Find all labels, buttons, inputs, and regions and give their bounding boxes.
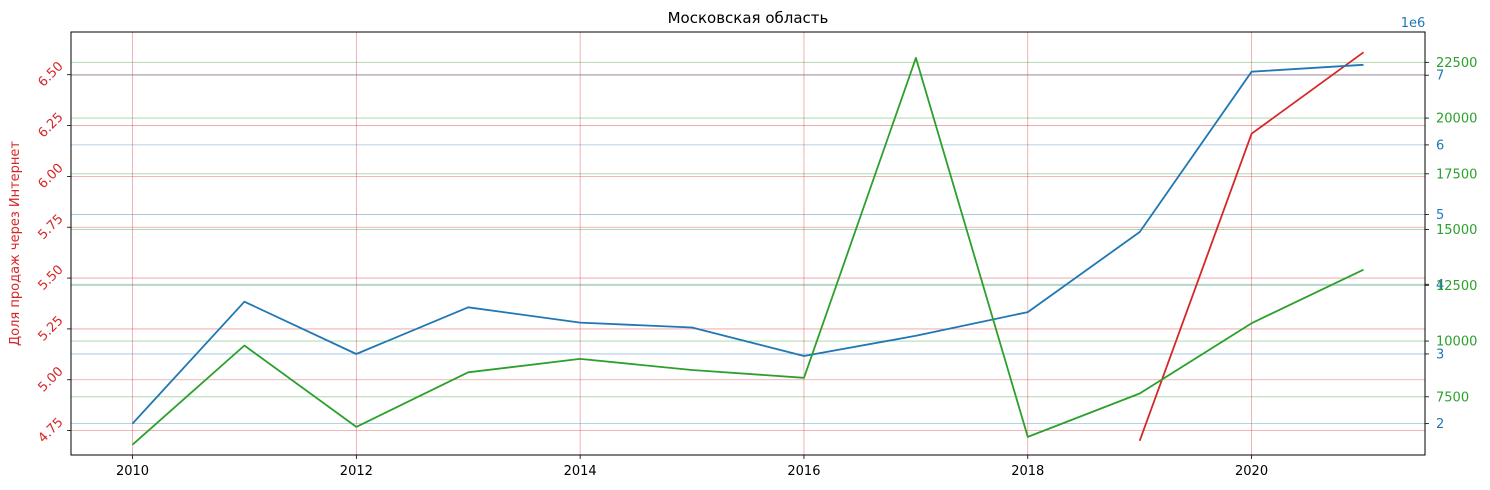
right-inner-tick-label: 15000 xyxy=(1436,223,1477,238)
left-y-tick-label: 5.25 xyxy=(35,313,66,344)
right-axis-offset-label: 1e6 xyxy=(1401,16,1426,31)
series-layer xyxy=(131,51,1365,446)
right-outer-tick-label: 2 xyxy=(1436,417,1444,432)
right-outer-tick-label: 3 xyxy=(1436,347,1444,362)
series-line-right_inner xyxy=(131,57,1364,446)
left-y-tick-label: 6.50 xyxy=(35,59,66,90)
right-outer-tick-label: 6 xyxy=(1436,138,1444,153)
plot-frame xyxy=(70,31,1426,456)
left-y-tick-label: 6.25 xyxy=(35,110,66,141)
left-axis-label: Доля продаж через Интернет xyxy=(8,141,23,346)
x-tick-label: 2018 xyxy=(1011,464,1044,479)
right-outer-tick-label: 4 xyxy=(1436,278,1444,293)
right-inner-tick-label: 20000 xyxy=(1436,112,1477,127)
right-inner-tick-label: 17500 xyxy=(1436,167,1477,182)
right-inner-tick-label: 22500 xyxy=(1436,56,1477,71)
axis-layer: 2010 2012 2014 2016 2018 2020 4.75 5.00 5.25 5.50… xyxy=(35,56,1477,479)
left-y-tick-label: 5.50 xyxy=(35,263,66,294)
x-tick-label: 2012 xyxy=(340,464,373,479)
left-y-tick-label: 5.00 xyxy=(35,364,66,395)
chart-title: Московская область xyxy=(668,9,829,27)
grid-layer xyxy=(71,32,1425,455)
right-outer-tick-label: 5 xyxy=(1436,208,1444,223)
left-y-tick-label: 4.75 xyxy=(35,415,66,446)
x-tick-label: 2010 xyxy=(116,464,149,479)
x-tick-label: 2020 xyxy=(1235,464,1268,479)
right-inner-tick-label: 10000 xyxy=(1436,335,1477,350)
x-tick-label: 2016 xyxy=(787,464,820,479)
left-y-tick-label: 5.75 xyxy=(35,212,66,243)
right-inner-tick-label: 12500 xyxy=(1436,279,1477,294)
right-outer-tick-label: 7 xyxy=(1436,69,1444,84)
left-y-tick-label: 6.00 xyxy=(35,161,66,192)
series-line-left xyxy=(1138,51,1365,442)
series-line-right_outer xyxy=(131,63,1364,425)
x-tick-label: 2014 xyxy=(564,464,597,479)
right-inner-tick-label: 7500 xyxy=(1436,390,1469,405)
